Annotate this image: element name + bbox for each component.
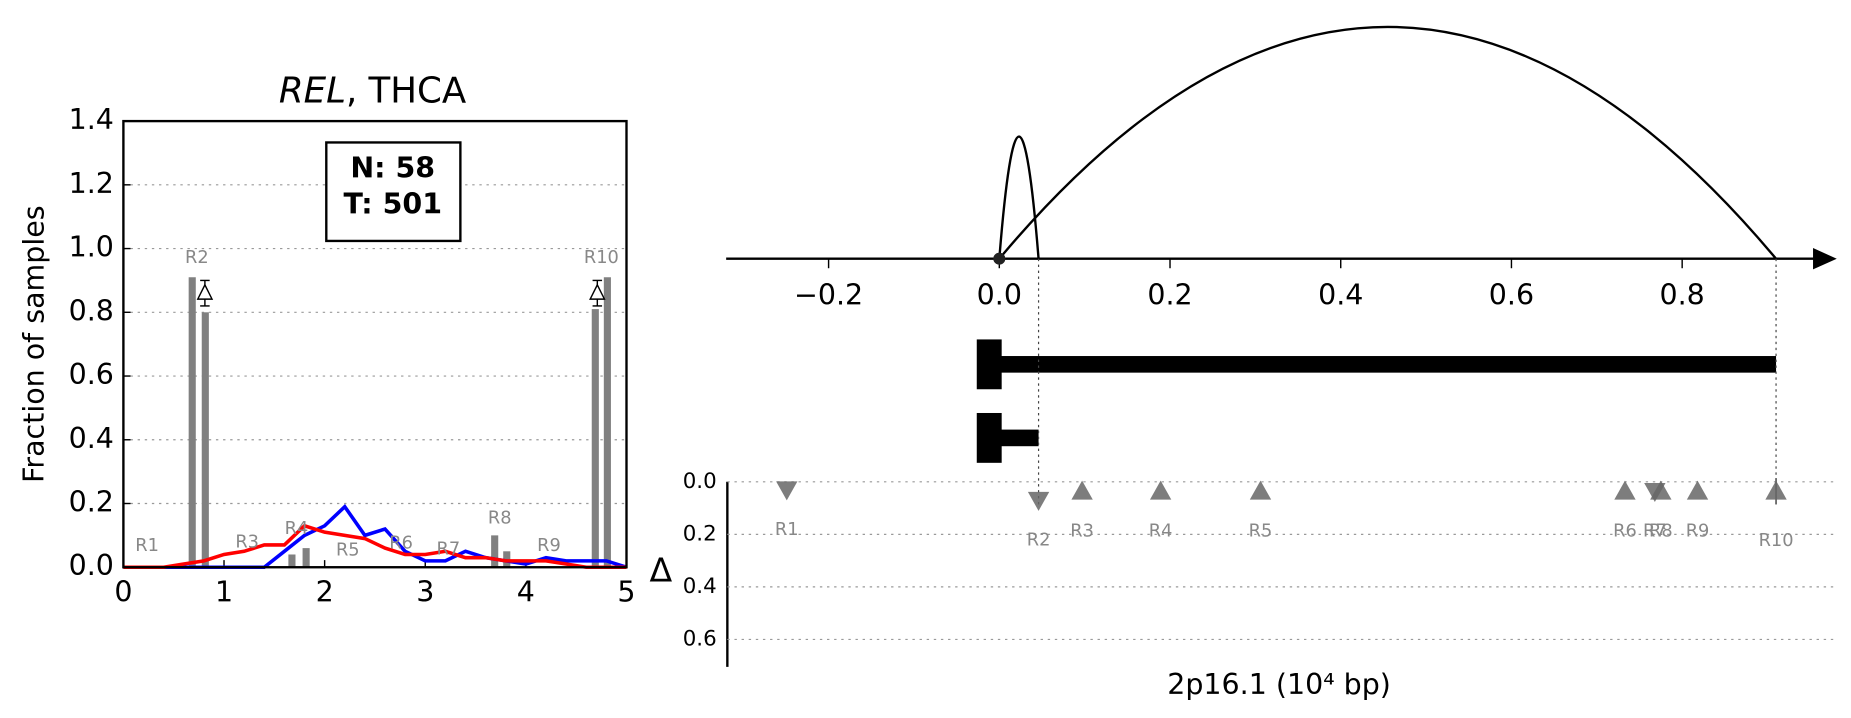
x-tick-label: 0 <box>114 575 132 608</box>
y-tick-label: 0.2 <box>69 486 114 519</box>
delta-marker <box>1149 480 1172 500</box>
delta-marker <box>1765 480 1787 500</box>
annotation-box <box>325 141 462 243</box>
delta-marker <box>1686 480 1709 500</box>
x-axis-label: 2p16.1 (10⁴ bp) <box>1167 668 1391 701</box>
region-label: R2 <box>1027 530 1051 551</box>
y-tick-label: 0.8 <box>69 294 114 327</box>
x-tick-label: 5 <box>617 575 635 608</box>
x-tick-label: −0.2 <box>794 279 863 312</box>
arc <box>998 135 1040 259</box>
transcript-body <box>999 356 1777 373</box>
annotation-text: T: 501 <box>343 187 442 220</box>
arc-anchor <box>993 252 1006 265</box>
x-tick-label: 0.4 <box>1318 279 1363 312</box>
region-label: R4 <box>285 518 309 539</box>
region-label: R1 <box>135 535 159 556</box>
transcript-body <box>999 429 1039 447</box>
region-label: R5 <box>336 540 360 561</box>
bar <box>491 535 499 568</box>
transcript-start <box>976 412 1002 463</box>
region-label: R3 <box>235 531 259 552</box>
region-label: R8 <box>1649 521 1673 542</box>
region-label: R4 <box>1149 521 1173 542</box>
region-label: R1 <box>775 519 799 540</box>
y-tick-label: 0.6 <box>69 358 114 391</box>
bar <box>302 548 310 568</box>
y-tick-label: 1.0 <box>69 231 114 264</box>
bar <box>288 554 296 568</box>
y-axis-label: Fraction of samples <box>18 205 51 483</box>
y-tick-label: 0.4 <box>69 422 114 455</box>
axis-arrow <box>1813 248 1837 270</box>
plot-frame <box>122 119 628 569</box>
x-tick-label: 0.0 <box>977 279 1022 312</box>
x-tick-label: 3 <box>416 575 434 608</box>
x-tick-label: 0.2 <box>1147 279 1192 312</box>
region-label: R6 <box>389 533 413 554</box>
bar <box>188 277 196 568</box>
region-label: R2 <box>185 247 209 268</box>
y-tick-label: 1.4 <box>69 103 114 136</box>
bar <box>201 312 209 568</box>
region-label: R10 <box>584 247 619 268</box>
y-tick-label: 0.4 <box>683 574 717 599</box>
delta-marker <box>1650 480 1672 500</box>
region-label: R9 <box>537 535 561 556</box>
region-label: R9 <box>1686 521 1710 542</box>
x-tick-label: 0.8 <box>1660 279 1705 312</box>
delta-marker <box>196 283 214 300</box>
arc <box>998 25 1777 260</box>
annotation-text: N: 58 <box>350 152 435 185</box>
region-label: R6 <box>1613 521 1637 542</box>
bar <box>591 309 599 568</box>
bar <box>603 277 611 568</box>
delta-marker <box>1071 480 1093 500</box>
transcript-start <box>976 339 1002 390</box>
y-tick-label: 0.2 <box>683 521 717 546</box>
region-label: R5 <box>1249 521 1273 542</box>
delta-marker <box>776 481 798 501</box>
delta-marker <box>1027 491 1050 511</box>
line-series <box>123 523 627 570</box>
title-gene: REL <box>279 71 346 112</box>
x-tick-label: 1 <box>215 575 233 608</box>
y-tick-label: 0.0 <box>69 549 114 582</box>
y-tick-label: 0.6 <box>683 626 717 651</box>
delta-marker <box>1614 480 1636 500</box>
chart-title: REL, THCA <box>279 71 467 112</box>
title-rest: , THCA <box>346 71 467 112</box>
region-label: R3 <box>1070 521 1094 542</box>
region-label: R8 <box>488 507 512 528</box>
x-tick-label: 4 <box>517 575 535 608</box>
delta-marker <box>1249 480 1272 500</box>
y-axis-label: Δ <box>650 550 673 589</box>
region-label: R10 <box>1759 530 1794 551</box>
x-tick-label: 2 <box>316 575 334 608</box>
region-label: R7 <box>1643 521 1667 542</box>
x-tick-label: 0.6 <box>1489 279 1534 312</box>
y-tick-label: 1.2 <box>69 167 114 200</box>
delta-marker <box>589 283 606 300</box>
y-tick-label: 0.0 <box>683 469 717 494</box>
region-label: R7 <box>437 538 461 559</box>
